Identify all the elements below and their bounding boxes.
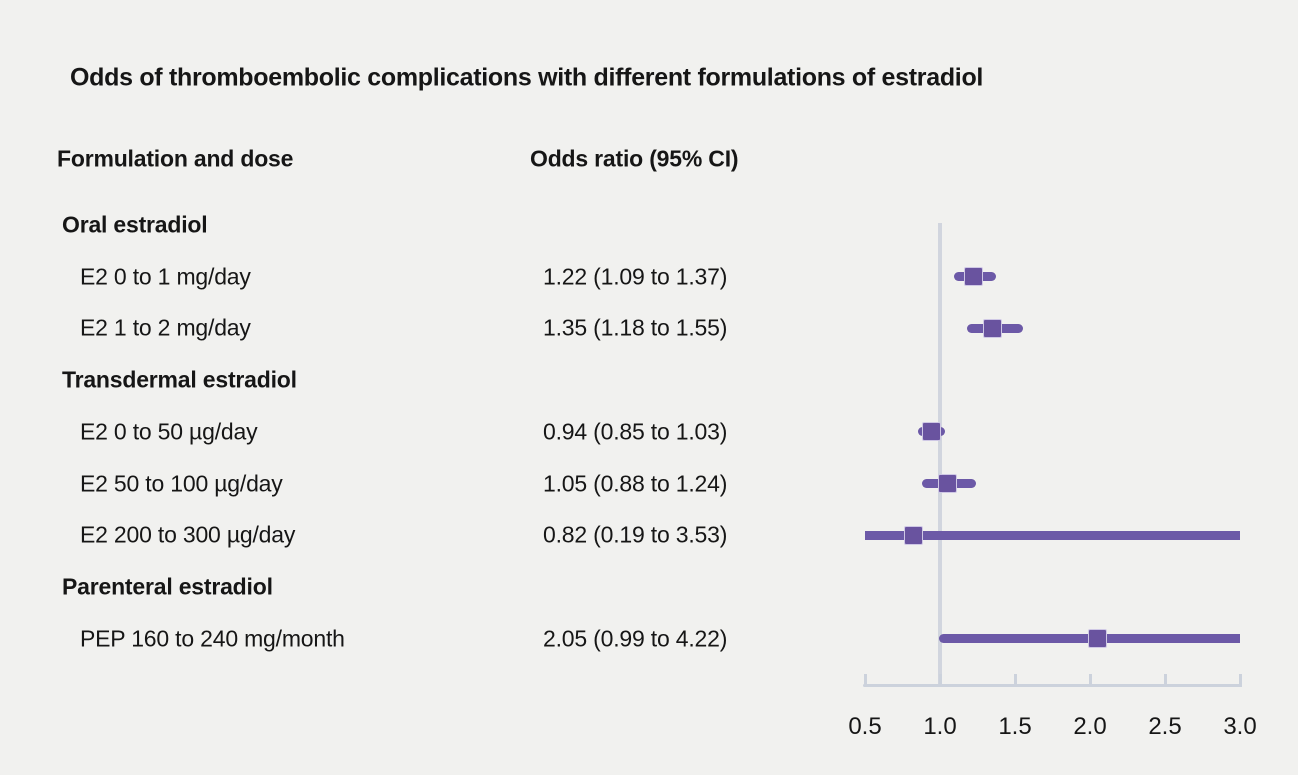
estimate-square (903, 525, 923, 545)
estimate-square (963, 267, 983, 287)
item-label: PEP 160 to 240 mg/month (80, 625, 345, 652)
item-label: E2 200 to 300 µg/day (80, 521, 296, 548)
estimate-square (921, 422, 941, 442)
column-header-formulation-and-dose: Formulation and dose (57, 145, 294, 172)
axis-tick (938, 674, 942, 687)
item-label: E2 50 to 100 µg/day (80, 470, 283, 496)
axis-tick-label: 2.5 (1148, 713, 1182, 740)
item-label: E2 0 to 1 mg/day (80, 263, 251, 290)
axis-tick (1013, 674, 1017, 687)
axis-tick-label: 3.0 (1223, 713, 1257, 740)
reference-line (938, 223, 942, 687)
x-axis-line (863, 684, 1242, 687)
chart-title: Odds of thromboembolic complications wit… (70, 63, 984, 92)
item-label: E2 0 to 50 µg/day (80, 418, 258, 445)
axis-tick-label: 1.0 (923, 713, 957, 740)
axis-tick-label: 0.5 (848, 713, 882, 740)
or-value: 1.22 (1.09 to 1.37) (543, 263, 728, 290)
axis-tick-label: 2.0 (1073, 713, 1107, 740)
or-value: 2.05 (0.99 to 4.22) (543, 625, 728, 652)
column-header-odds-ratio: Odds ratio (95% CI) (530, 145, 739, 172)
item-label: E2 1 to 2 mg/day (80, 314, 251, 341)
estimate-square (1088, 629, 1107, 649)
axis-tick-label: 1.5 (998, 713, 1032, 740)
axis-tick (1088, 674, 1092, 687)
group-label: Oral estradiol (62, 211, 208, 238)
group-label: Transdermal estradiol (62, 366, 297, 393)
group-label: Parenteral estradiol (62, 573, 273, 600)
axis-tick (1163, 674, 1167, 687)
or-value: 0.82 (0.19 to 3.53) (543, 521, 728, 548)
axis-tick (1238, 674, 1242, 687)
estimate-square (983, 318, 1002, 338)
axis-tick (863, 674, 867, 687)
estimate-square (938, 474, 957, 493)
or-value: 1.05 (0.88 to 1.24) (543, 470, 728, 496)
or-value: 1.35 (1.18 to 1.55) (543, 314, 728, 341)
ci-bar (865, 530, 1240, 540)
or-value: 0.94 (0.85 to 1.03) (543, 418, 728, 445)
